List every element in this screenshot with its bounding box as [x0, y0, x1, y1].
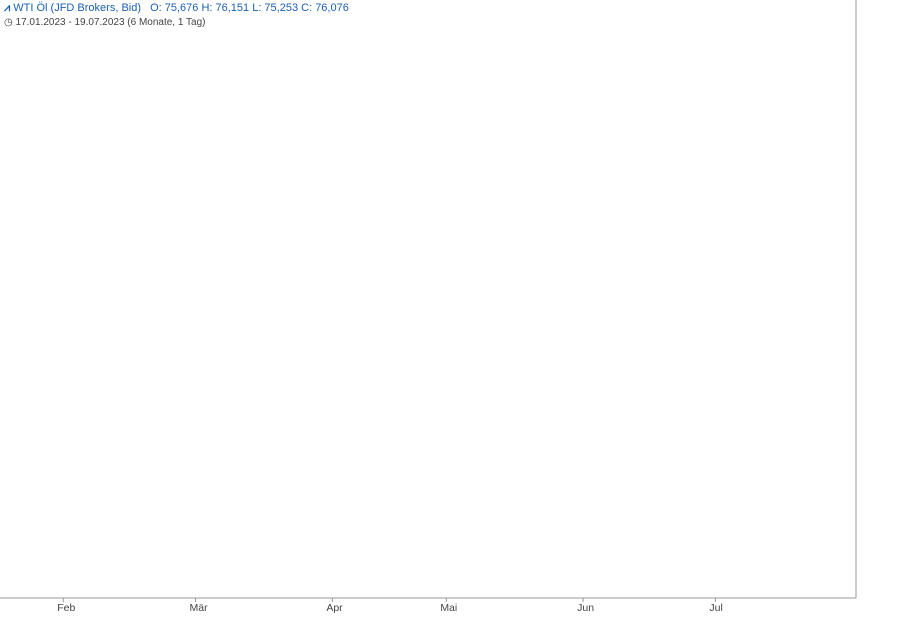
chart-header: ⩘ WTI Öl (JFD Brokers, Bid) O: 75,676 H:… — [4, 2, 349, 15]
wti-icon: ⩘ — [4, 2, 11, 14]
x-tick-label: Jul — [709, 602, 722, 614]
ohlc-readout: O: 75,676 H: 76,151 L: 75,253 C: 76,076 — [150, 2, 349, 14]
instrument-title: WTI Öl (JFD Brokers, Bid) — [13, 2, 142, 14]
x-tick-label: Apr — [326, 602, 343, 614]
date-range: ◷ 17.01.2023 - 19.07.2023 (6 Monate, 1 T… — [4, 17, 205, 28]
x-tick-label: Feb — [57, 602, 75, 614]
date-range-text: 17.01.2023 - 19.07.2023 (6 Monate, 1 Tag… — [15, 17, 206, 28]
x-tick-label: Jun — [577, 602, 594, 614]
x-tick-label: Mär — [190, 602, 209, 614]
clock-icon: ◷ — [4, 17, 13, 28]
x-tick-label: Mai — [440, 602, 457, 614]
